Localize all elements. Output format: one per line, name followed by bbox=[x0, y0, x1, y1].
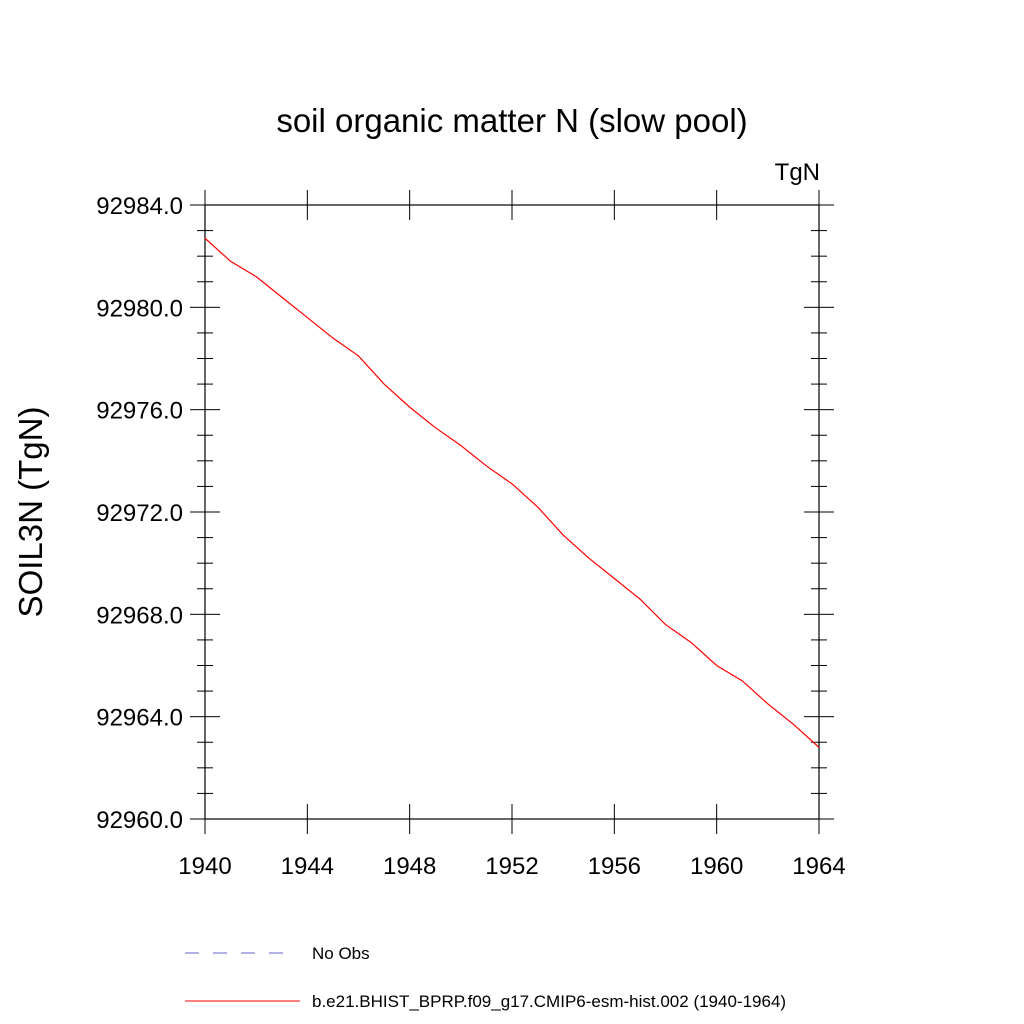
x-tick-label: 1948 bbox=[383, 853, 436, 880]
legend-model-label: b.e21.BHIST_BPRP.f09_g17.CMIP6-esm-hist.… bbox=[312, 992, 786, 1011]
series-layer bbox=[204, 237, 820, 748]
y-tick-labels: 92960.0 92964.0 92968.0 92972.0 92976.0 92980… bbox=[96, 193, 183, 834]
x-tick-label: 1960 bbox=[690, 853, 743, 880]
y-tick-label: 92960.0 bbox=[96, 807, 183, 834]
y-tick-label: 92976.0 bbox=[96, 398, 183, 425]
legend: No Obs b.e21.BHIST_BPRP.f09_g17.CMIP6-es… bbox=[185, 944, 786, 1011]
x-tick-label: 1964 bbox=[792, 853, 845, 880]
series-line bbox=[204, 237, 820, 748]
plot-frame bbox=[204, 204, 820, 820]
x-tick-label: 1940 bbox=[178, 853, 231, 880]
y-tick-label: 92980.0 bbox=[96, 295, 183, 322]
y-tick-label: 92968.0 bbox=[96, 602, 183, 629]
x-tick-labels: 1940 1944 1948 1952 1956 1960 1964 bbox=[178, 853, 845, 880]
x-tick-label: 1956 bbox=[588, 853, 641, 880]
y-tick-label: 92984.0 bbox=[96, 193, 183, 220]
x-tick-label: 1944 bbox=[281, 853, 334, 880]
y-tick-label: 92964.0 bbox=[96, 705, 183, 732]
units-label: TgN bbox=[775, 159, 820, 186]
legend-no-obs-label: No Obs bbox=[312, 944, 370, 963]
x-tick-label: 1952 bbox=[485, 853, 538, 880]
chart-title: soil organic matter N (slow pool) bbox=[276, 102, 747, 139]
y-axis-label: SOIL3N (TgN) bbox=[12, 407, 49, 618]
major-ticks bbox=[190, 190, 834, 834]
y-tick-label: 92972.0 bbox=[96, 500, 183, 527]
minor-ticks bbox=[197, 230, 827, 794]
